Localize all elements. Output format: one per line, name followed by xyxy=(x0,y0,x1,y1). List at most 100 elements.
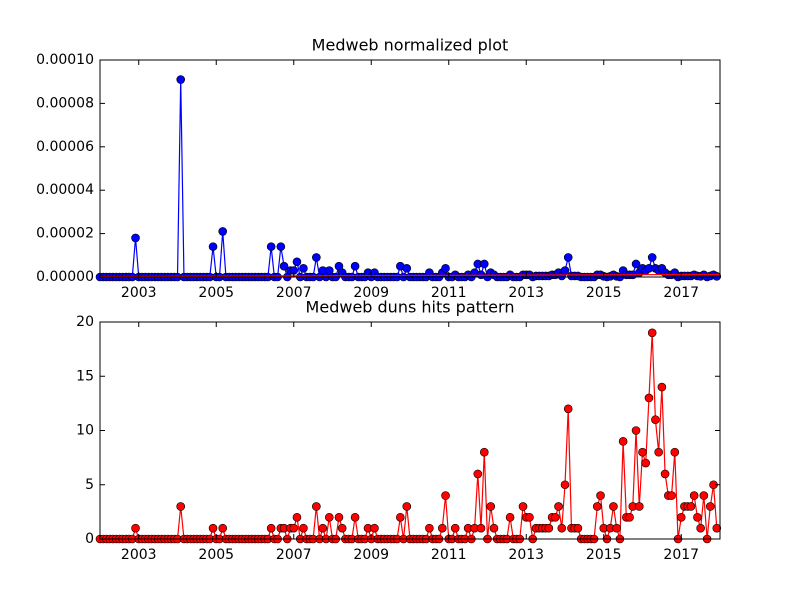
x-tick-label: 2007 xyxy=(276,285,312,301)
x-tick-label: 2011 xyxy=(431,547,467,563)
data-point xyxy=(218,227,228,236)
data-point xyxy=(573,523,583,533)
data-point xyxy=(596,491,605,500)
chart-title: Medweb duns hits pattern xyxy=(306,298,515,317)
data-point xyxy=(647,253,657,262)
data-point xyxy=(563,404,573,414)
data-point xyxy=(479,259,489,269)
data-point xyxy=(631,426,641,435)
data-point xyxy=(618,437,628,446)
data-point xyxy=(544,523,554,533)
data-point xyxy=(350,512,360,522)
data-point xyxy=(667,491,676,500)
data-point xyxy=(441,264,450,273)
data-point xyxy=(334,512,344,522)
data-point xyxy=(266,523,276,533)
data-point xyxy=(350,261,360,271)
data-point xyxy=(554,502,563,511)
x-tick-label: 2013 xyxy=(508,285,544,301)
data-point xyxy=(489,523,499,533)
data-point xyxy=(473,469,483,479)
data-point xyxy=(525,512,534,522)
data-point xyxy=(647,328,657,338)
data-point xyxy=(176,502,186,511)
data-point xyxy=(131,233,140,243)
y-tick-label: 10 xyxy=(76,423,94,439)
data-point xyxy=(693,512,702,522)
data-point xyxy=(592,502,602,511)
data-point xyxy=(279,261,289,271)
data-point xyxy=(631,259,641,269)
x-tick-label: 2005 xyxy=(198,285,234,301)
x-tick-label: 2009 xyxy=(353,547,389,563)
data-point xyxy=(402,502,412,511)
data-point xyxy=(560,480,570,490)
data-point xyxy=(131,523,140,533)
x-tick-label: 2017 xyxy=(663,547,699,563)
data-point xyxy=(657,382,667,392)
data-point xyxy=(638,447,647,457)
data-point xyxy=(712,523,722,533)
data-point xyxy=(441,491,450,500)
data-point xyxy=(208,242,218,251)
axes-frame xyxy=(99,59,721,278)
x-tick-label: 2007 xyxy=(276,547,312,563)
data-point xyxy=(486,502,496,511)
y-tick-label: 0.00002 xyxy=(36,226,94,242)
data-point xyxy=(518,502,528,511)
data-point xyxy=(644,393,654,403)
x-tick-label: 2011 xyxy=(431,285,467,301)
series-line xyxy=(99,273,721,278)
data-point xyxy=(292,512,302,522)
y-tick-label: 0.00000 xyxy=(36,269,94,285)
x-tick-label: 2017 xyxy=(663,285,699,301)
data-point xyxy=(299,523,308,533)
data-point xyxy=(551,512,560,522)
y-tick-label: 0.00008 xyxy=(36,95,94,111)
data-point xyxy=(689,491,699,500)
y-tick-label: 0.00006 xyxy=(36,139,94,155)
data-point xyxy=(651,415,660,424)
data-point xyxy=(676,512,686,522)
data-point xyxy=(218,523,228,533)
data-point xyxy=(641,458,651,468)
y-tick-label: 15 xyxy=(76,368,94,384)
data-point xyxy=(425,523,434,533)
data-point xyxy=(450,523,460,533)
data-point xyxy=(266,242,276,251)
data-point xyxy=(402,264,412,273)
data-point xyxy=(370,523,379,533)
data-point xyxy=(563,253,573,262)
x-tick-label: 2015 xyxy=(586,547,622,563)
y-tick-label: 20 xyxy=(76,314,94,330)
data-point xyxy=(176,75,186,84)
data-point xyxy=(560,266,570,275)
data-point xyxy=(337,523,347,533)
data-point xyxy=(396,512,405,522)
x-tick-label: 2009 xyxy=(353,285,389,301)
y-tick-label: 0 xyxy=(85,531,94,547)
data-point xyxy=(276,242,286,251)
data-point xyxy=(699,491,709,500)
x-tick-label: 2015 xyxy=(586,285,622,301)
data-point xyxy=(612,523,621,533)
data-point xyxy=(208,523,218,533)
y-tick-label: 0.00010 xyxy=(36,52,94,68)
data-point xyxy=(312,253,321,262)
data-point xyxy=(476,523,486,533)
data-point xyxy=(324,512,334,522)
data-point xyxy=(437,523,447,533)
chart-title: Medweb normalized plot xyxy=(312,36,509,55)
data-point xyxy=(299,264,308,273)
x-tick-label: 2005 xyxy=(198,547,234,563)
x-tick-label: 2003 xyxy=(121,285,157,301)
data-point xyxy=(479,447,489,457)
x-tick-label: 2013 xyxy=(508,547,544,563)
data-point xyxy=(312,502,321,511)
data-point xyxy=(654,447,663,457)
data-point xyxy=(609,502,618,511)
data-point xyxy=(289,523,299,533)
data-point xyxy=(670,447,680,457)
